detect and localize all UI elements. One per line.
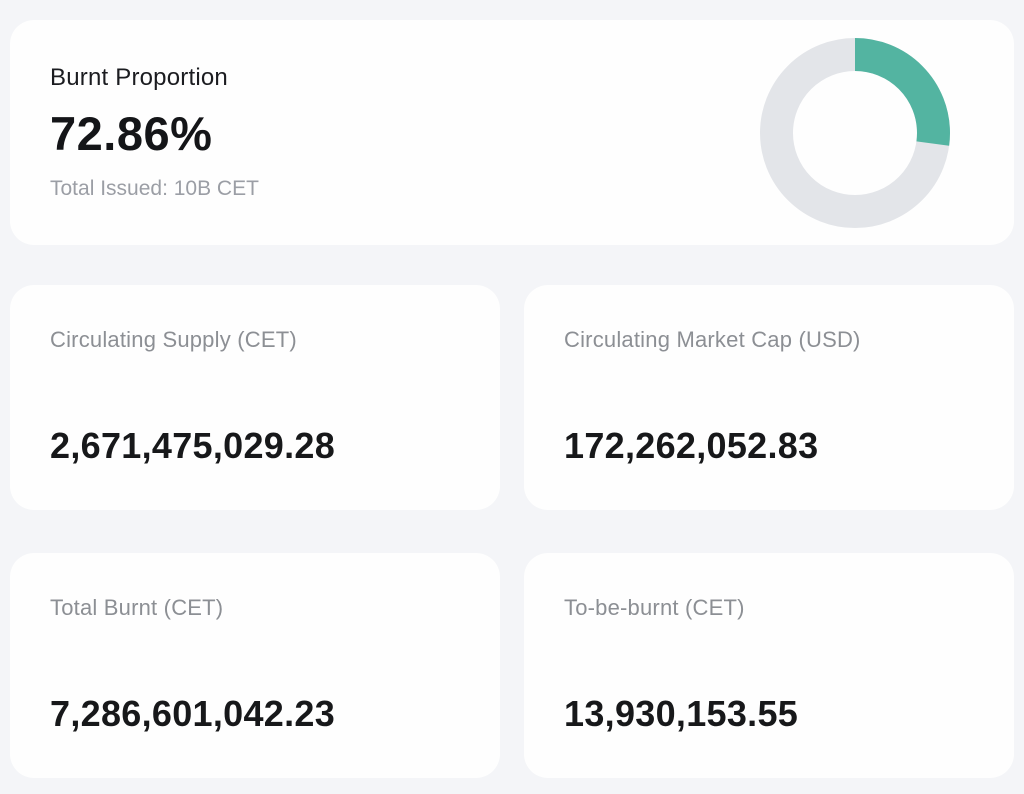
stat-card-circulating-market-cap: Circulating Market Cap (USD) 172,262,052…	[524, 285, 1014, 510]
stat-card-circulating-supply: Circulating Supply (CET) 2,671,475,029.2…	[10, 285, 500, 510]
stats-grid: Circulating Supply (CET) 2,671,475,029.2…	[10, 285, 1014, 778]
to-be-burnt-label: To-be-burnt (CET)	[564, 595, 745, 620]
total-burnt-value: 7,286,601,042.23	[50, 693, 336, 734]
circulating-market-cap-value: 172,262,052.83	[564, 425, 819, 466]
burnt-proportion-card: Burnt Proportion 72.86% Total Issued: 10…	[10, 20, 1014, 245]
burnt-proportion-summary: Burnt Proportion 72.86% Total Issued: 10…	[50, 64, 259, 201]
stat-card-total-burnt: Total Burnt (CET) 7,286,601,042.23	[10, 553, 500, 778]
circulating-market-cap-label: Circulating Market Cap (USD)	[564, 327, 861, 352]
donut-arc	[760, 37, 950, 228]
donut-chart-svg	[760, 37, 950, 228]
burnt-proportion-donut-chart	[760, 37, 950, 228]
total-issued-label: Total Issued: 10B CET	[50, 177, 259, 200]
stat-card-to-be-burnt: To-be-burnt (CET) 13,930,153.55	[524, 553, 1014, 778]
burnt-proportion-title: Burnt Proportion	[50, 64, 228, 91]
circulating-supply-label: Circulating Supply (CET)	[50, 327, 297, 352]
burnt-proportion-value: 72.86%	[50, 107, 213, 160]
to-be-burnt-value: 13,930,153.55	[564, 693, 799, 734]
total-burnt-label: Total Burnt (CET)	[50, 595, 224, 620]
circulating-supply-value: 2,671,475,029.28	[50, 425, 336, 466]
